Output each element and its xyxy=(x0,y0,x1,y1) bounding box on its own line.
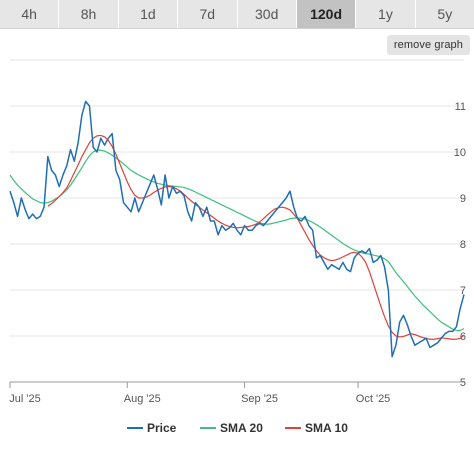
tab-1y[interactable]: 1y xyxy=(356,0,416,28)
series-line-sma-10 xyxy=(47,134,465,340)
y-tick-label-11: 11 xyxy=(455,101,466,113)
grid-lines xyxy=(10,59,464,383)
y-tick-label-8: 8 xyxy=(460,239,466,251)
y-tick-label-10: 10 xyxy=(454,147,466,159)
x-tick-label-1: Aug '25 xyxy=(124,393,161,405)
x-tick-label-3: Oct '25 xyxy=(356,393,391,405)
tab-1d[interactable]: 1d xyxy=(119,0,179,28)
legend-label-1: SMA 20 xyxy=(220,421,263,435)
y-axis: 5 6 7 8 9 10 11 xyxy=(454,101,466,389)
series-line-sma-20 xyxy=(9,149,465,332)
legend: Price SMA 20 SMA 10 xyxy=(127,421,348,435)
series-line-price xyxy=(9,100,465,358)
tab-7d[interactable]: 7d xyxy=(178,0,238,28)
y-tick-label-9: 9 xyxy=(460,193,466,205)
tab-30d[interactable]: 30d xyxy=(238,0,297,28)
x-tick-label-2: Sep '25 xyxy=(241,393,278,405)
legend-label-0: Price xyxy=(147,421,177,435)
remove-graph-button[interactable]: remove graph xyxy=(386,35,470,55)
tab-120d[interactable]: 120d xyxy=(296,0,357,28)
tab-5y[interactable]: 5y xyxy=(437,6,453,22)
series-lines xyxy=(9,100,465,358)
tab-4h[interactable]: 4h xyxy=(0,0,60,28)
legend-label-2: SMA 10 xyxy=(305,421,348,435)
x-tick-label-0: Jul '25 xyxy=(9,393,40,405)
y-tick-label-6: 6 xyxy=(460,331,466,343)
y-tick-label-7: 7 xyxy=(460,285,466,297)
tab-8h[interactable]: 8h xyxy=(59,0,119,28)
range-tabs: 4h 8h 1d 7d 30d 120d 1y 5y xyxy=(0,0,474,29)
x-axis: Jul '25 Aug '25 Sep '25 Oct '25 xyxy=(9,381,464,405)
y-tick-label-5: 5 xyxy=(460,377,466,389)
